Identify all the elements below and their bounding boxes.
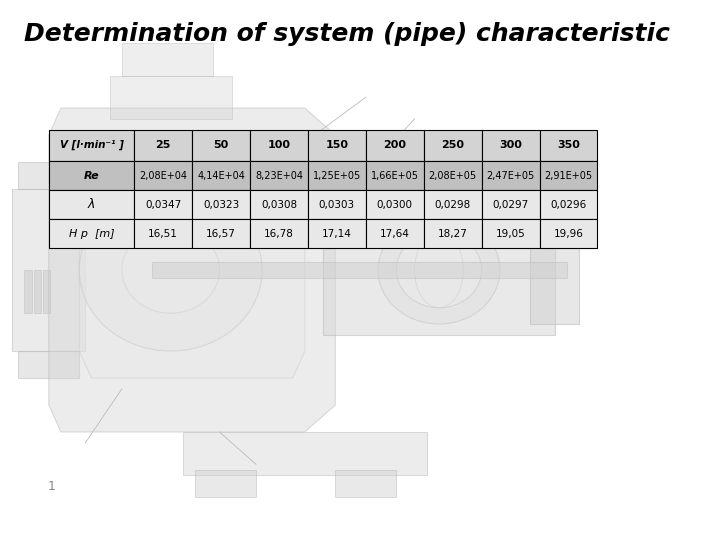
Bar: [49, 161, 134, 190]
Text: 19,96: 19,96: [554, 229, 583, 239]
Bar: [250, 161, 308, 190]
Bar: [195, 470, 256, 497]
Bar: [482, 190, 539, 219]
Text: 0,0298: 0,0298: [435, 200, 471, 210]
Text: 300: 300: [499, 140, 522, 150]
Bar: [250, 130, 308, 161]
Bar: [424, 219, 482, 248]
Bar: [482, 219, 539, 248]
Bar: [24, 270, 32, 313]
Text: 3: 3: [48, 199, 55, 212]
Bar: [42, 270, 50, 313]
Text: 16,57: 16,57: [206, 229, 236, 239]
Bar: [424, 161, 482, 190]
Text: λ: λ: [88, 198, 95, 211]
Text: 0,0296: 0,0296: [550, 200, 587, 210]
Bar: [539, 219, 598, 248]
Bar: [366, 190, 424, 219]
Text: Determination of system (pipe) characteristic: Determination of system (pipe) character…: [24, 22, 670, 45]
Bar: [308, 219, 366, 248]
Bar: [153, 262, 567, 278]
Text: 0,0347: 0,0347: [145, 200, 181, 210]
Bar: [250, 190, 308, 219]
Text: 1: 1: [48, 480, 55, 492]
Text: 8,23E+04: 8,23E+04: [255, 171, 303, 180]
Bar: [134, 219, 192, 248]
Bar: [308, 130, 366, 161]
Text: 17,14: 17,14: [322, 229, 352, 239]
Bar: [539, 161, 598, 190]
Bar: [192, 161, 250, 190]
Bar: [12, 189, 86, 351]
Bar: [250, 219, 308, 248]
Text: 0,0300: 0,0300: [377, 200, 413, 210]
Bar: [134, 161, 192, 190]
Polygon shape: [49, 108, 336, 432]
Bar: [424, 190, 482, 219]
Text: 0,0297: 0,0297: [492, 200, 528, 210]
Circle shape: [396, 232, 482, 308]
Bar: [336, 470, 396, 497]
Bar: [482, 130, 539, 161]
Text: 0,0308: 0,0308: [261, 200, 297, 210]
Bar: [18, 351, 79, 378]
Text: V [l·min⁻¹ ]: V [l·min⁻¹ ]: [60, 140, 123, 151]
Text: 0,0303: 0,0303: [319, 200, 355, 210]
Bar: [366, 130, 424, 161]
Text: 50: 50: [214, 140, 229, 150]
Bar: [366, 161, 424, 190]
Bar: [49, 130, 134, 161]
Text: 25: 25: [156, 140, 171, 150]
Text: 100: 100: [268, 140, 290, 150]
Text: 250: 250: [441, 140, 464, 150]
Bar: [49, 190, 134, 219]
Bar: [531, 216, 579, 324]
Text: 19,05: 19,05: [496, 229, 526, 239]
Bar: [134, 190, 192, 219]
Text: 200: 200: [383, 140, 406, 150]
Text: 17,64: 17,64: [380, 229, 410, 239]
Bar: [134, 130, 192, 161]
Bar: [323, 205, 555, 335]
Text: 1,25E+05: 1,25E+05: [312, 171, 361, 180]
Bar: [482, 161, 539, 190]
Text: 350: 350: [557, 140, 580, 150]
Bar: [192, 130, 250, 161]
Circle shape: [378, 216, 500, 324]
Polygon shape: [79, 162, 305, 378]
Bar: [18, 162, 79, 189]
Bar: [49, 219, 134, 248]
Text: H p  [m]: H p [m]: [68, 229, 114, 239]
Text: 2,08E+04: 2,08E+04: [139, 171, 187, 180]
Bar: [308, 190, 366, 219]
Bar: [192, 190, 250, 219]
Text: 4,14E+04: 4,14E+04: [197, 171, 245, 180]
Bar: [539, 130, 598, 161]
Text: 1,66E+05: 1,66E+05: [371, 171, 419, 180]
Bar: [366, 219, 424, 248]
Circle shape: [79, 189, 262, 351]
Text: 18,27: 18,27: [438, 229, 468, 239]
Text: 2,47E+05: 2,47E+05: [487, 171, 535, 180]
Text: Re: Re: [84, 171, 99, 180]
Bar: [424, 130, 482, 161]
Text: 150: 150: [325, 140, 348, 150]
Text: 2,91E+05: 2,91E+05: [544, 171, 593, 180]
Circle shape: [122, 227, 220, 313]
Bar: [539, 190, 598, 219]
Text: 0,0323: 0,0323: [203, 200, 239, 210]
Text: 2,08E+05: 2,08E+05: [428, 171, 477, 180]
Bar: [183, 432, 427, 475]
Text: 16,51: 16,51: [148, 229, 178, 239]
Bar: [122, 43, 213, 76]
Bar: [34, 270, 41, 313]
Bar: [192, 219, 250, 248]
Bar: [308, 161, 366, 190]
Text: 16,78: 16,78: [264, 229, 294, 239]
Bar: [109, 76, 232, 119]
